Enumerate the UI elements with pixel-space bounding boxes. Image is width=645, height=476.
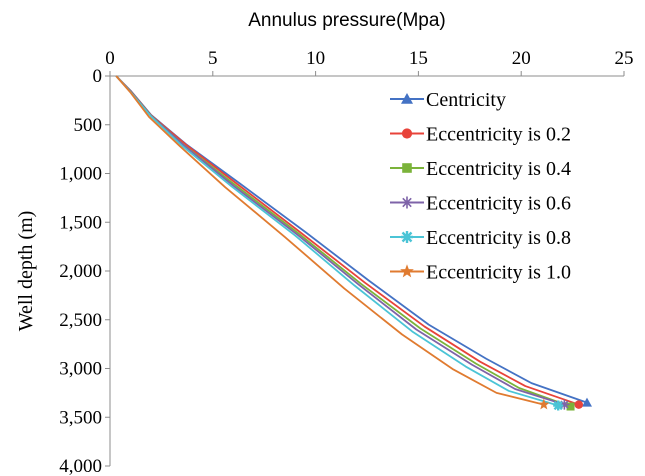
legend-label: Eccentricity is 1.0 (426, 262, 571, 284)
series-5 (115, 75, 564, 411)
legend-label: Centricity (426, 89, 506, 111)
legend-marker (400, 264, 414, 278)
data-point-marker (538, 398, 550, 410)
data-point-marker (553, 400, 564, 411)
legend-marker (401, 128, 413, 139)
x-tick-label: 25 (615, 48, 634, 69)
y-tick-label: 3,500 (59, 407, 102, 428)
data-point-marker (581, 397, 592, 407)
x-tick-label: 20 (512, 48, 531, 69)
y-tick-label: 500 (74, 115, 103, 136)
legend-label: Eccentricity is 0.6 (426, 193, 571, 215)
x-axis-title: Annulus pressure(Mpa) (248, 10, 445, 31)
y-tick-label: 4,000 (59, 456, 102, 476)
series-line (115, 75, 545, 406)
legend-item: Eccentricity is 0.6 (390, 193, 571, 215)
legend: Centricity Eccentricity is 0.2 Eccentricit… (390, 89, 571, 284)
legend-marker (402, 163, 412, 173)
legend-label: Eccentricity is 0.4 (426, 158, 571, 180)
legend-marker (401, 93, 413, 104)
y-tick-label: 2,500 (59, 310, 102, 331)
x-tick-label: 15 (409, 48, 428, 69)
data-point-marker (574, 400, 584, 409)
legend-item: Centricity (390, 89, 506, 111)
legend-marker (401, 196, 413, 209)
legend-item: Eccentricity is 1.0 (390, 262, 571, 284)
legend-item: Eccentricity is 0.4 (390, 158, 571, 180)
y-tick-label: 0 (93, 66, 103, 87)
data-point-marker (559, 399, 570, 410)
y-tick-label: 3,000 (59, 359, 102, 380)
series-line (115, 75, 559, 407)
legend-marker (401, 231, 413, 243)
x-tick-label: 5 (208, 48, 218, 69)
y-tick-label: 2,000 (59, 261, 102, 282)
y-axis-title: Well depth (m) (15, 211, 37, 332)
legend-label: Eccentricity is 0.2 (426, 124, 571, 146)
legend-item: Eccentricity is 0.2 (390, 124, 571, 146)
y-tick-label: 1,000 (59, 164, 102, 185)
y-tick-label: 1,500 (59, 212, 102, 233)
x-tick-label: 10 (306, 48, 325, 69)
series-6 (115, 75, 550, 410)
x-tick-label: 0 (105, 48, 115, 69)
legend-label: Eccentricity is 0.8 (426, 227, 571, 249)
data-point-marker (566, 402, 575, 411)
axes-group: 0 5 10 15 20 25 0 500 1,000 1,500 2,000 2,500 3,000 3… (59, 48, 633, 476)
legend-item: Eccentricity is 0.8 (390, 227, 571, 249)
series-layer (115, 75, 592, 411)
